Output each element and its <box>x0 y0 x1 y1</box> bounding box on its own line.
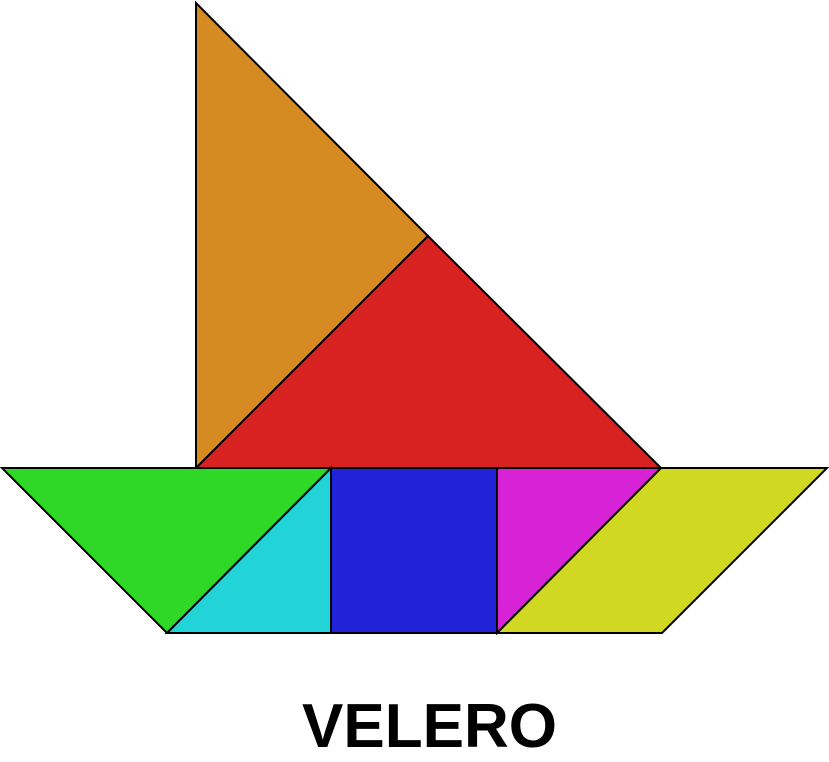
hull-yellow-parallelogram <box>494 467 829 634</box>
diagram-title: VELERO <box>302 692 557 761</box>
hull-blue-square <box>330 467 498 634</box>
